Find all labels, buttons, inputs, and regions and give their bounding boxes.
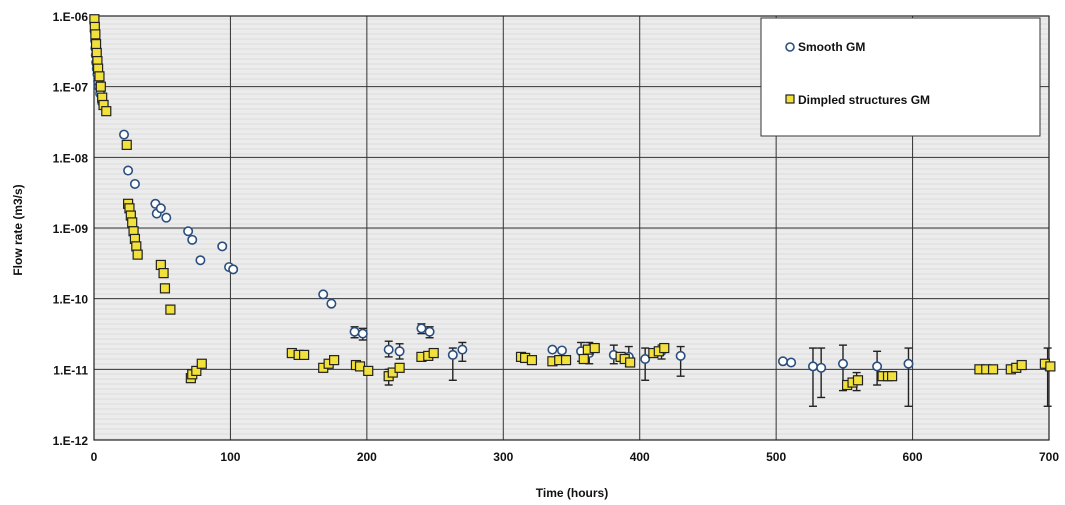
dimpled-gm-point [90,29,101,40]
smooth-gm-point [187,234,198,245]
dimpled-gm-point [589,342,600,354]
dimpled-gm-point [127,217,138,228]
x-tick-label: 600 [903,450,923,464]
legend: Smooth GM Dimpled structures GM [760,17,1041,137]
smooth-gm-point [228,264,239,275]
plot-frame [93,15,1050,441]
dimpled-gm-point [363,365,374,377]
smooth-gm-point [424,326,435,337]
dimpled-gm-point [987,364,999,375]
smooth-gm-point [786,357,797,368]
smooth-gm-point [326,298,337,309]
smooth-gm-point [217,241,228,252]
legend-box [760,17,1041,137]
x-axis-title: Time (hours) [536,486,608,500]
dimpled-gm-point [560,355,572,366]
x-tick-label: 0 [91,450,98,464]
y-tick-label: 1.E-08 [53,151,89,165]
smooth-gm-point [816,362,827,373]
y-tick-label: 1.E-09 [53,222,89,236]
smooth-gm-point [183,226,194,237]
smooth-gm-point [903,358,914,369]
dimpled-gm-point [659,342,670,354]
dimpled-gm-point [95,81,106,92]
dimpled-gm-point [428,347,439,359]
smooth-gm-point [447,349,458,360]
dimpled-gm-point [94,71,105,82]
x-tick-label: 400 [630,450,650,464]
y-tick-label: 1.E-06 [53,10,89,24]
legend-label-dimpled: Dimpled structures GM [798,93,930,107]
dimpled-gm-point [159,283,171,294]
dimpled-gm-point [121,139,132,150]
smooth-gm-point [318,289,329,300]
smooth-gm-point [547,344,558,355]
dimpled-gm-point [90,39,102,50]
grid-lines [93,15,1050,441]
smooth-gm-point [383,344,394,355]
dimpled-gm-point [625,357,636,368]
smooth-gm-point [349,326,360,337]
smooth-gm-point [119,129,130,140]
dimpled-gm-point [1045,361,1056,372]
dimpled-gm-point [1016,359,1027,371]
smooth-gm-point [416,323,427,334]
smooth-gm-point [161,212,172,223]
smooth-gm-point [777,356,788,367]
x-tick-label: 300 [493,450,513,464]
smooth-gm-point [457,344,468,355]
dimpled-gm-point [299,349,310,361]
dimpled-gm-point [158,268,169,279]
smooth-gm-point [195,255,206,266]
legend-marker-smooth [785,42,795,52]
dimpled-gm-point [165,304,176,315]
dimpled-gm-point [132,249,143,260]
smooth-gm-point [675,350,686,361]
smooth-gm-point [640,354,651,365]
x-tick-label: 700 [1039,450,1059,464]
dimpled-gm-point [101,106,112,117]
y-tick-label: 1.E-07 [53,81,89,95]
dimpled-gm-point [394,362,405,373]
dimpled-gm-point [526,355,538,366]
x-tick-label: 100 [220,450,240,464]
dimpled-gm-point [887,371,898,382]
y-tick-label: 1.E-10 [53,293,89,307]
smooth-gm-point [807,361,818,372]
dimpled-gm-point [131,241,142,252]
dimpled-gm-point [852,375,864,386]
x-tick-label: 500 [766,450,786,464]
smooth-gm-point [357,328,368,339]
smooth-gm-point [123,165,134,176]
smooth-gm-point [872,361,883,372]
dimpled-gm-point [196,358,207,369]
dimpled-gm-point [578,353,589,365]
smooth-gm-point [556,345,567,356]
dimpled-gm-point [191,365,202,377]
dimpled-gm-point [329,355,340,366]
smooth-gm-point [129,178,140,189]
smooth-gm-point [155,203,166,214]
x-tick-label: 200 [357,450,377,464]
data-series [89,14,1056,391]
y-axis-title: Flow rate (m3/s) [11,184,25,275]
legend-label-smooth: Smooth GM [798,40,865,54]
smooth-gm-point [837,358,848,369]
y-tick-label: 1.E-11 [53,363,88,377]
legend-marker-dimpled [785,94,795,104]
smooth-gm-point [394,346,405,357]
y-tick-label: 1.E-12 [53,434,89,448]
tick-labels: 0 100 200 300 400 500 600 700 1.E-12 1.E-11 1.E-10… [53,10,1060,464]
